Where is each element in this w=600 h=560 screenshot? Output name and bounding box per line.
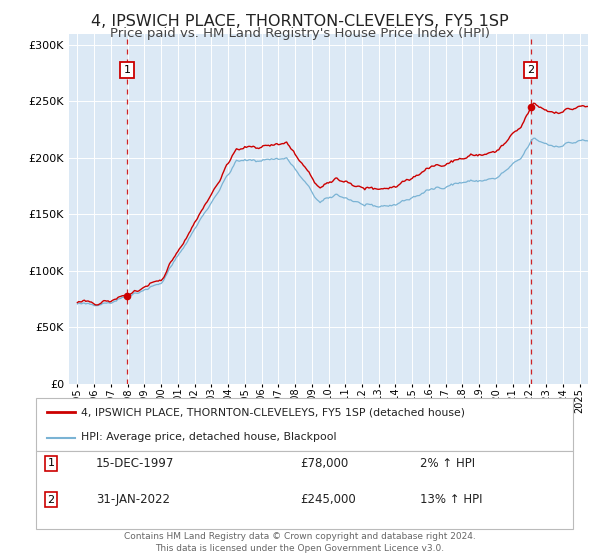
Text: 31-JAN-2022: 31-JAN-2022 (96, 493, 170, 506)
Text: 1: 1 (47, 458, 55, 468)
Text: £78,000: £78,000 (300, 456, 348, 470)
Text: Price paid vs. HM Land Registry's House Price Index (HPI): Price paid vs. HM Land Registry's House … (110, 27, 490, 40)
Text: 2: 2 (47, 494, 55, 505)
Text: 13% ↑ HPI: 13% ↑ HPI (420, 493, 482, 506)
Text: HPI: Average price, detached house, Blackpool: HPI: Average price, detached house, Blac… (81, 432, 337, 442)
Text: 4, IPSWICH PLACE, THORNTON-CLEVELEYS, FY5 1SP (detached house): 4, IPSWICH PLACE, THORNTON-CLEVELEYS, FY… (81, 408, 465, 418)
Text: 2: 2 (527, 66, 535, 76)
Text: £245,000: £245,000 (300, 493, 356, 506)
Text: Contains HM Land Registry data © Crown copyright and database right 2024.
This d: Contains HM Land Registry data © Crown c… (124, 532, 476, 553)
Text: 2% ↑ HPI: 2% ↑ HPI (420, 456, 475, 470)
Text: 1: 1 (124, 66, 130, 76)
Text: 15-DEC-1997: 15-DEC-1997 (96, 456, 175, 470)
Text: 4, IPSWICH PLACE, THORNTON-CLEVELEYS, FY5 1SP: 4, IPSWICH PLACE, THORNTON-CLEVELEYS, FY… (91, 14, 509, 29)
